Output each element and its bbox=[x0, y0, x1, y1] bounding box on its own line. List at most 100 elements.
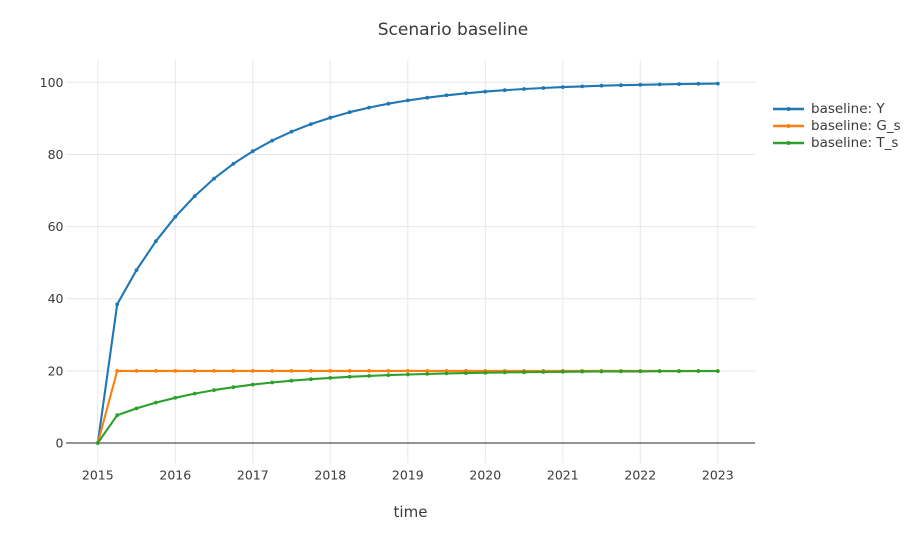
data-point bbox=[425, 372, 430, 376]
data-point bbox=[270, 380, 275, 385]
data-point bbox=[483, 89, 488, 94]
data-point bbox=[599, 83, 604, 88]
data-point bbox=[677, 82, 681, 86]
data-point bbox=[212, 176, 216, 181]
x-tick-label: 2020 bbox=[469, 468, 501, 483]
x-tick-label: 2018 bbox=[314, 468, 346, 483]
legend-label-baseline-g-s: baseline: G_s bbox=[811, 117, 901, 134]
data-point bbox=[328, 376, 333, 380]
x-tick-label: 2019 bbox=[392, 468, 424, 483]
data-point bbox=[289, 129, 294, 134]
data-point bbox=[212, 388, 216, 392]
data-point bbox=[231, 161, 236, 166]
data-point bbox=[405, 372, 410, 377]
series-baseline-y bbox=[95, 81, 720, 445]
y-tick-label: 40 bbox=[48, 291, 64, 306]
data-point bbox=[134, 268, 139, 272]
data-point bbox=[464, 371, 468, 375]
data-point bbox=[154, 369, 158, 373]
data-point bbox=[522, 87, 526, 91]
x-tick-label: 2017 bbox=[237, 468, 269, 483]
data-point bbox=[580, 369, 585, 374]
data-point bbox=[154, 239, 158, 244]
x-tick-label: 2021 bbox=[547, 468, 579, 483]
data-point bbox=[715, 369, 720, 373]
data-point bbox=[657, 369, 662, 374]
y-tick-label: 20 bbox=[48, 363, 64, 378]
data-point bbox=[347, 374, 352, 379]
data-point bbox=[154, 400, 158, 405]
data-point bbox=[134, 369, 139, 373]
data-point bbox=[192, 391, 197, 396]
data-point bbox=[541, 86, 546, 90]
data-point bbox=[250, 382, 255, 387]
data-point bbox=[270, 138, 275, 143]
data-point bbox=[328, 369, 333, 373]
data-point bbox=[367, 374, 371, 378]
data-point bbox=[95, 441, 100, 445]
data-point bbox=[328, 115, 333, 120]
x-tick-label: 2022 bbox=[624, 468, 656, 483]
data-point bbox=[115, 302, 120, 307]
data-point bbox=[483, 370, 488, 375]
legend-label-baseline-t-s: baseline: T_s bbox=[811, 134, 899, 151]
data-point bbox=[231, 369, 236, 373]
data-point bbox=[696, 81, 701, 86]
data-point bbox=[580, 84, 585, 89]
data-point bbox=[405, 98, 410, 103]
data-point bbox=[715, 81, 720, 86]
data-point bbox=[522, 370, 526, 375]
legend-line-sample-baseline-y bbox=[773, 106, 804, 111]
x-axis-title: time bbox=[393, 503, 428, 521]
data-point bbox=[638, 82, 643, 87]
data-point bbox=[638, 369, 643, 374]
data-point bbox=[696, 369, 701, 373]
data-point bbox=[444, 93, 449, 98]
data-point bbox=[270, 369, 275, 373]
data-point bbox=[173, 214, 178, 219]
data-point bbox=[619, 369, 623, 374]
data-point bbox=[444, 371, 449, 376]
data-point bbox=[309, 377, 313, 382]
legend-line-sample-baseline-g-s bbox=[773, 123, 804, 128]
data-point bbox=[212, 369, 216, 373]
data-point bbox=[173, 369, 178, 373]
data-point bbox=[386, 101, 391, 106]
legend-item-baseline-g-s: baseline: G_s bbox=[772, 117, 901, 134]
y-tick-label: 60 bbox=[48, 219, 64, 234]
data-point bbox=[464, 91, 468, 96]
data-point bbox=[367, 369, 371, 373]
data-point bbox=[250, 369, 255, 373]
data-point bbox=[386, 373, 391, 377]
data-point bbox=[173, 395, 178, 400]
x-tick-labels: 2015 2016 2017 2018 2019 2020 2021 2022 2023 bbox=[82, 468, 734, 483]
data-point bbox=[115, 369, 120, 373]
x-tick-label: 2023 bbox=[702, 468, 734, 483]
data-point bbox=[386, 369, 391, 373]
legend-line-sample-baseline-t-s bbox=[773, 140, 804, 145]
x-tick-label: 2015 bbox=[82, 468, 114, 483]
data-point bbox=[250, 149, 255, 154]
legend-item-baseline-t-s: baseline: T_s bbox=[772, 134, 901, 151]
data-point bbox=[289, 378, 294, 383]
series-baseline-t-s bbox=[95, 369, 720, 445]
data-point bbox=[599, 369, 604, 374]
data-point bbox=[541, 370, 546, 374]
chart-title: Scenario baseline bbox=[377, 20, 529, 40]
data-point bbox=[425, 95, 430, 100]
data-point bbox=[560, 85, 565, 89]
data-point bbox=[367, 105, 371, 110]
y-tick-labels: 0 20 40 60 80 100 bbox=[40, 75, 64, 451]
data-point bbox=[347, 369, 352, 373]
data-point bbox=[289, 369, 294, 373]
y-tick-label: 100 bbox=[40, 75, 64, 90]
data-point bbox=[134, 406, 139, 411]
data-point bbox=[619, 83, 623, 88]
data-point bbox=[231, 385, 236, 390]
x-tick-label: 2016 bbox=[159, 468, 191, 483]
data-point bbox=[657, 82, 662, 87]
data-point bbox=[309, 369, 313, 373]
